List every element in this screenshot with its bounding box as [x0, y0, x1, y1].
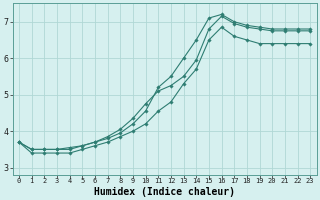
X-axis label: Humidex (Indice chaleur): Humidex (Indice chaleur) [94, 186, 235, 197]
